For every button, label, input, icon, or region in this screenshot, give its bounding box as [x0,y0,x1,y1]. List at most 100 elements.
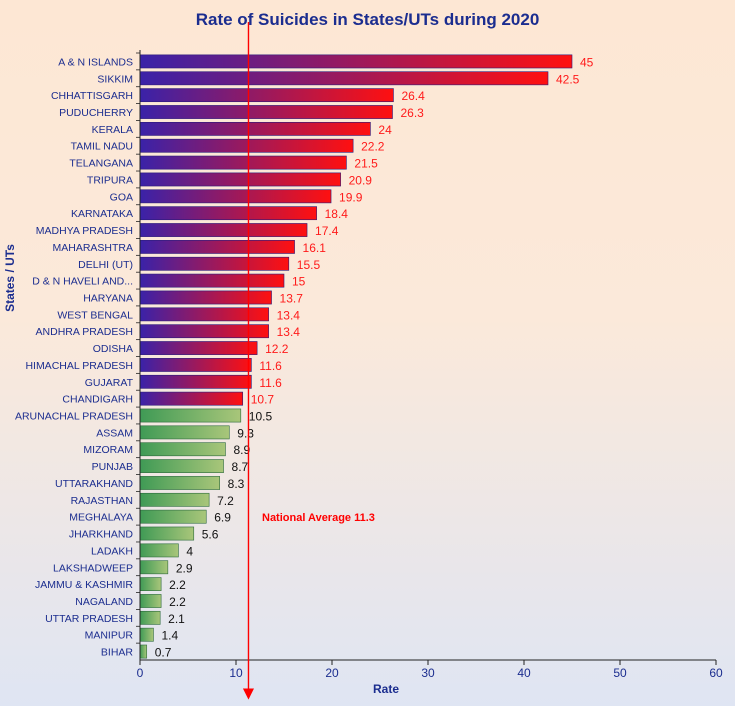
bar [139,88,394,103]
national-average-label: National Average 11.3 [262,512,375,524]
bar [139,543,179,558]
value-label: 4 [186,544,193,558]
category-label: LAKSHADWEEP [53,562,133,574]
bar [139,155,347,170]
value-label: 9.3 [237,426,254,440]
bar [139,240,295,254]
bar [139,54,573,69]
category-label: RAJASTHAN [71,495,133,507]
value-label: 8.9 [233,443,250,457]
value-label: 8.3 [228,477,245,491]
value-label: 22.2 [361,140,385,154]
x-tick-label: 30 [421,666,435,680]
value-label: 7.2 [217,494,234,508]
value-label: 15.5 [297,258,321,272]
bar [139,560,169,575]
value-label: 21.5 [354,157,378,171]
bar [139,341,258,355]
category-label: JAMMU & KASHMIR [35,579,133,591]
value-label: 45 [580,55,594,69]
value-label: 2.2 [169,595,186,609]
bar [139,121,371,136]
value-label: 10.7 [251,393,275,407]
chart-title: Rate of Suicides in States/UTs during 20… [195,10,540,29]
value-label: 24 [378,123,392,137]
bar [139,644,148,659]
category-label: UTTARAKHAND [55,478,133,490]
value-label: 26.3 [400,106,424,120]
x-tick-label: 40 [517,666,531,680]
value-label: 0.7 [155,646,172,660]
category-label: SIKKIM [97,73,133,85]
bar [139,290,272,305]
value-label: 2.1 [168,612,185,626]
category-label: MEGHALAYA [69,512,133,524]
bar [139,374,252,389]
value-label: 1.4 [161,629,178,643]
x-tick-label: 20 [325,666,339,680]
category-label: CHANDIGARH [62,394,133,406]
category-label: HIMACHAL PRADESH [25,360,133,372]
bar [139,594,162,608]
value-label: 16.1 [303,241,327,255]
value-label: 5.6 [202,528,219,542]
category-label: TAMIL NADU [71,141,133,153]
value-label: 17.4 [315,224,339,238]
category-label: GUJARAT [85,377,134,389]
value-label: 13.7 [280,291,304,305]
category-label: BIHAR [101,647,134,659]
category-label: TELANGANA [69,158,133,170]
category-label: GOA [110,191,133,203]
category-label: ANDHRA PRADESH [36,326,133,338]
bar [139,206,317,221]
category-label: MAHARASHTRA [52,242,133,254]
value-label: 11.6 [259,376,282,390]
bar [139,509,207,524]
x-axis-title: Rate [373,682,399,696]
bar [139,256,290,271]
bar [139,391,244,406]
category-label: DELHI (UT) [78,259,133,271]
value-label: 19.9 [339,190,363,204]
value-label: 42.5 [556,72,580,86]
bar [139,442,226,457]
category-label: D & N HAVELI AND... [32,276,133,288]
value-label: 2.9 [176,561,193,575]
bar [139,172,341,187]
category-label: HARYANA [83,292,133,304]
bar [139,324,269,339]
bar [139,627,154,642]
value-label: 13.4 [277,325,301,339]
bar [139,71,549,86]
category-label: KARNATAKA [71,208,133,220]
bar [139,492,210,507]
category-label: NAGALAND [75,596,133,608]
category-label: A & N ISLANDS [58,56,133,68]
value-label: 6.9 [214,511,231,525]
value-label: 26.4 [401,89,425,103]
value-label: 13.4 [277,308,301,322]
x-tick-label: 0 [137,666,144,680]
bar [139,577,162,592]
bar [139,610,161,625]
category-label: WEST BENGAL [57,309,133,321]
bar [139,307,269,322]
bar [139,273,285,288]
bar [139,189,332,204]
x-tick-label: 50 [613,666,627,680]
category-label: ARUNACHAL PRADESH [15,411,133,423]
bar [139,408,242,423]
value-label: 20.9 [349,173,373,187]
category-label: MADHYA PRADESH [36,225,133,237]
value-label: 18.4 [325,207,349,221]
category-label: PUDUCHERRY [59,107,133,119]
category-label: PUNJAB [92,461,133,473]
category-label: ASSAM [96,427,133,439]
x-tick-label: 10 [229,666,243,680]
value-label: 2.2 [169,578,186,592]
x-tick-label: 60 [709,666,723,680]
bar [139,526,195,541]
category-label: KERALA [92,124,133,136]
